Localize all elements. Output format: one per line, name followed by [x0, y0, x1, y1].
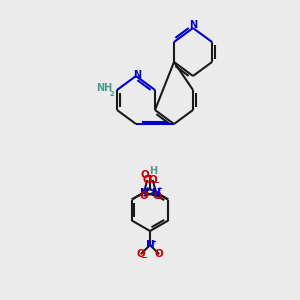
Text: O: O: [152, 191, 161, 201]
Text: O: O: [155, 249, 164, 259]
Text: N: N: [146, 240, 154, 250]
Text: H: H: [149, 166, 157, 176]
Text: +: +: [151, 238, 156, 244]
Text: −: −: [156, 194, 163, 203]
Text: NH: NH: [96, 83, 112, 93]
Text: O: O: [143, 175, 152, 185]
Text: −: −: [140, 253, 147, 262]
Text: N: N: [133, 70, 141, 80]
Text: O: O: [141, 170, 149, 180]
Text: +: +: [145, 186, 150, 192]
Text: O: O: [148, 175, 157, 185]
Text: +: +: [157, 186, 163, 192]
Text: N: N: [140, 188, 148, 197]
Text: −: −: [152, 178, 159, 188]
Text: N: N: [152, 188, 161, 197]
Text: N: N: [189, 20, 197, 30]
Text: O: O: [136, 249, 145, 259]
Text: O: O: [139, 191, 148, 201]
Text: 2: 2: [110, 91, 114, 97]
